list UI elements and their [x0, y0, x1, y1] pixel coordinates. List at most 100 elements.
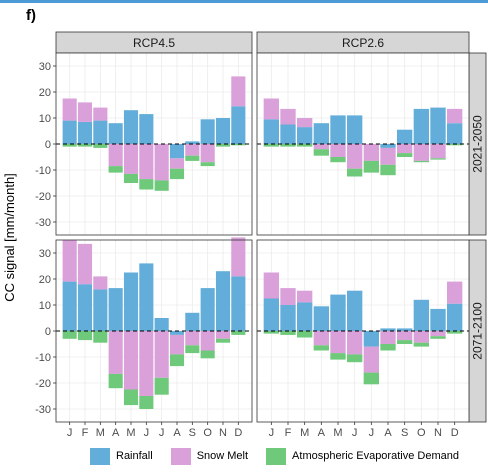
panel-rcp4-5-2071-2100-bar-snow-melt [215, 331, 231, 339]
panel-rcp2-6-2021-2050-border [256, 52, 470, 236]
panel-rcp4-5-2071-2100-x-tick-label: J [67, 427, 73, 439]
panel-rcp4-5-2071-2100-x-tick-label: A [112, 427, 120, 439]
panel-rcp4-5-2071-2100-x-tick-label: A [173, 427, 181, 439]
panel-rcp2-6-2021-2050-bar-rainfall [280, 124, 296, 144]
panel-rcp4-5-2071-2100-bar-evap [200, 350, 215, 359]
panel-rcp2-6-2071-2100-bar-snow-melt [380, 331, 396, 344]
panel-rcp4-5-2021-2050-y-tick-label: 10 [39, 113, 51, 125]
panel-rcp2-6-2071-2100-x-tick-label: J [352, 427, 358, 439]
panel-rcp2-6-2021-2050-bar-rainfall [413, 108, 429, 144]
panel-rcp2-6-2071-2100-bar-snow-melt [430, 331, 446, 337]
panel-rcp2-6-2071-2100-x-tick-label: N [434, 427, 442, 439]
panel-rcp2-6-2071-2100-x-tick-label: F [285, 427, 292, 439]
panel-rcp4-5-2071-2100-bar-rainfall [154, 318, 169, 331]
panel-rcp4-5-2071-2100-x-tick-label: O [203, 427, 212, 439]
panel-rcp2-6-2071-2100-bar-rainfall [397, 328, 413, 331]
panel-rcp4-5-2071-2100-bar-snow-melt [77, 243, 93, 285]
panel-rcp4-5-2021-2050-bar-evap [62, 144, 77, 147]
panel-rcp2-6-2071-2100-bar-snow-melt [297, 290, 313, 303]
panel-rcp4-5-2021-2050-bar-snow-melt [62, 98, 77, 121]
panel-rcp4-5-2071-2100-bar-evap [108, 373, 123, 389]
panel-rcp4-5-2021-2050-bar-evap [231, 144, 246, 146]
panel-rcp4-5-2021-2050-bar-evap [139, 179, 154, 190]
panel-rcp2-6-2021-2050-bar-rainfall [430, 107, 446, 144]
panel-rcp2-6-2021-2050-bar-evap [297, 144, 313, 147]
panel-rcp2-6-2071-2100-bar-snow-melt [397, 331, 413, 341]
panel-rcp2-6-2071-2100-bar-rainfall [430, 308, 446, 331]
panel-rcp4-5-2021-2050-bar-snow-melt [93, 107, 108, 121]
panel-rcp2-6-2071-2100-bar-snow-melt [447, 281, 463, 304]
strip-label-rcp2-6: RCP2.6 [342, 36, 384, 50]
cc-signal-chart: RCP4.5 RCP2.6 2021-2050 2071-2100 CC signal … [2, 31, 487, 439]
panel-rcp2-6-2071-2100-bar-evap [297, 331, 313, 338]
panel-rcp2-6-2071-2100-x-tick-label: A [384, 427, 392, 439]
panel-rcp2-6-2071-2100-bar-evap [447, 331, 463, 334]
legend-key-evaporative-demand [266, 447, 287, 465]
panel-rcp4-5-2071-2100-bar-rainfall [93, 289, 108, 331]
panel-rcp2-6-2071-2100-bar-rainfall [330, 294, 346, 331]
panel-rcp2-6-2071-2100-bar-rainfall [280, 305, 296, 331]
panel-rcp4-5-2071-2100-bar-evap [215, 338, 231, 343]
legend-key-rainfall [90, 447, 110, 465]
panel-rcp4-5-2071-2100-bar-snow-melt [123, 331, 139, 390]
panel-rcp2-6-2071-2100-bar-evap [363, 372, 379, 385]
legend-label-evaporative-demand: Atmospheric Evaporative Demand [292, 450, 459, 462]
panel-rcp4-5-2021-2050-y-tick-label: 30 [39, 61, 51, 73]
panel-rcp4-5-2021-2050-bar-snow-melt [108, 144, 123, 167]
panel-rcp4-5-2071-2100-bar-evap [169, 354, 185, 367]
panel-rcp4-5-2021-2050-bar-snow-melt [169, 158, 185, 169]
panel-rcp4-5-2021-2050-bar-rainfall [77, 121, 93, 144]
panel-rcp2-6-2021-2050-bar-evap [313, 149, 329, 156]
panel-rcp4-5-2021-2050-bar-rainfall [62, 120, 77, 144]
panel-rcp4-5-2071-2100-bar-snow-melt [185, 331, 200, 346]
panel-rcp4-5-2021-2050-bar-snow-melt [139, 144, 154, 180]
panel-rcp4-5-2071-2100-bar-evap [62, 331, 77, 339]
panel-rcp4-5-2071-2100-bar-snow-melt [108, 331, 123, 374]
panel-rcp2-6-2021-2050-bar-rainfall [297, 127, 313, 144]
panel-rcp2-6-2071-2100-bar-rainfall [380, 328, 396, 331]
strip-label-2071-2100: 2071-2100 [471, 302, 485, 360]
panel-rcp4-5-2071-2100-bar-rainfall [62, 281, 77, 331]
panel-rcp4-5-2021-2050-bar-evap [154, 180, 169, 191]
panel-rcp4-5-2071-2100-bar-snow-melt [169, 334, 185, 355]
panel-rcp2-6-2021-2050-bar-evap [447, 144, 463, 146]
panel-rcp4-5-2021-2050-y-tick-label: -30 [35, 217, 51, 229]
panel-rcp4-5-2021-2050-bar-evap [200, 162, 215, 167]
panel-rcp4-5-2071-2100-bar-evap [154, 377, 169, 395]
panel-rcp2-6-2021-2050-bar-rainfall [447, 123, 463, 144]
legend-key-snow-melt [170, 447, 191, 465]
panel-rcp4-5-2021-2050-bar-evap [123, 173, 139, 183]
panel-rcp4-5-2071-2100-y-tick-label: 20 [39, 274, 51, 286]
panel-rcp4-5-2021-2050-bar-snow-melt [185, 144, 200, 156]
panel-rcp4-5-2021-2050-y-tick-label: 0 [45, 139, 51, 151]
panel-rcp4-5-2021-2050-bar-rainfall [169, 144, 185, 159]
panel-rcp4-5-2071-2100-x-tick-label: M [126, 427, 135, 439]
panel-rcp2-6-2021-2050-bar-rainfall [380, 144, 396, 148]
panel-rcp2-6-2021-2050-bar-snow-melt [297, 118, 313, 128]
panel-rcp4-5-2021-2050-bar-rainfall [108, 123, 123, 144]
legend-item-snow-melt: Snow Melt [170, 447, 248, 465]
panel-rcp4-5-2071-2100-x-tick-label: F [82, 427, 89, 439]
panel-rcp2-6-2071-2100-bar-evap [347, 354, 363, 363]
panel-rcp4-5-2021-2050-bar-rainfall [139, 114, 154, 144]
panel-rcp4-5-2071-2100-x-tick-label: D [234, 427, 242, 439]
panel-rcp4-5-2021-2050: -30 -20 -10 0 10 20 30 [35, 52, 253, 236]
panel-rcp4-5-2071-2100-x-tick-label: M [96, 427, 105, 439]
panel-rcp4-5-2071-2100-bar-snow-melt [62, 240, 77, 282]
panel-rcp4-5-2021-2050-bar-evap [108, 166, 123, 173]
panel-rcp2-6-2071-2100-bar-snow-melt [280, 288, 296, 305]
panel-rcp4-5-2071-2100-bar-rainfall [77, 284, 93, 331]
panel-rcp2-6-2021-2050 [256, 52, 470, 236]
panel-rcp2-6-2021-2050-bar-evap [430, 158, 446, 160]
panel-rcp4-5-2021-2050-bar-snow-melt [200, 144, 215, 163]
panel-rcp2-6-2021-2050-bar-evap [363, 160, 379, 173]
panel-rcp2-6-2021-2050-bar-snow-melt [313, 144, 329, 150]
panel-label: f) [26, 7, 36, 24]
panel-rcp2-6-2021-2050-bar-evap [263, 144, 279, 147]
panel-rcp4-5-2071-2100-bar-evap [139, 396, 154, 409]
panel-rcp2-6-2071-2100-x-tick-label: J [269, 427, 275, 439]
panel-rcp4-5-2071-2100-x-tick-label: J [144, 427, 150, 439]
panel-rcp2-6-2021-2050-bar-evap [280, 144, 296, 147]
panel-rcp4-5-2021-2050-y-tick-label: -20 [35, 191, 51, 203]
